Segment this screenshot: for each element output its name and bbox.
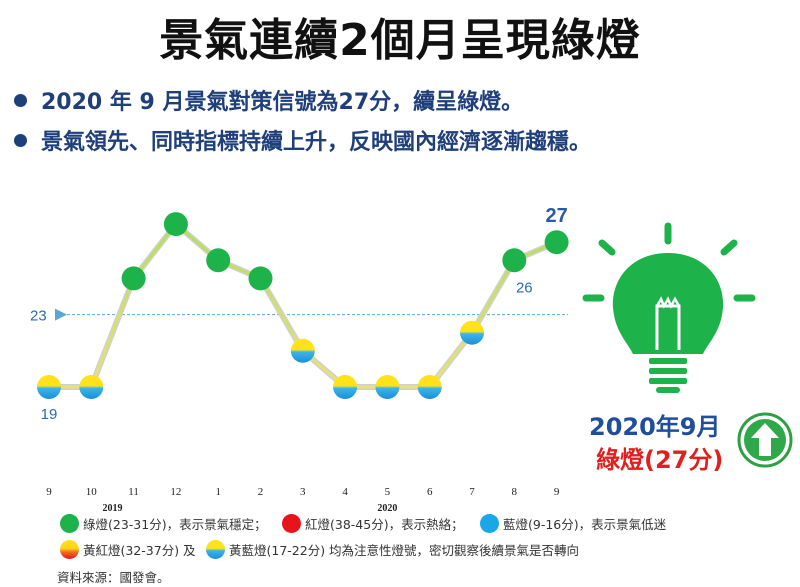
data-point	[37, 375, 61, 399]
legend-yellow-red: 黃紅燈(32-37分) 及	[60, 540, 196, 559]
source-note: 資料來源：國發會。	[57, 570, 170, 585]
bullet-dot	[14, 133, 27, 147]
x-tick-label: 1	[215, 486, 221, 498]
data-label: 26	[516, 279, 533, 296]
x-tick-label: 9	[46, 486, 52, 498]
legend-green: 綠燈(23-31分)，表示景氣穩定；	[60, 514, 267, 533]
threshold-label: 23	[30, 308, 47, 325]
data-label: 27	[545, 205, 567, 227]
data-point	[248, 266, 273, 291]
threshold-arrow-icon	[55, 308, 67, 321]
side-light-score: 綠燈(27分)	[596, 446, 724, 474]
x-tick-label: 6	[427, 486, 433, 498]
data-point	[375, 375, 400, 399]
year-label: 2019	[102, 503, 122, 514]
up-arrow-icon	[737, 412, 793, 468]
data-point	[121, 266, 146, 291]
bullet-dot	[14, 93, 27, 107]
data-point	[79, 375, 104, 399]
data-point	[417, 375, 442, 399]
data-point	[460, 320, 484, 345]
year-label: 2020	[377, 503, 397, 514]
x-tick-label: 7	[469, 486, 475, 498]
data-point	[163, 212, 188, 237]
lightbulb-icon	[582, 222, 756, 393]
side-date: 2020年9月	[589, 413, 721, 441]
legend-red: 紅燈(38-45分)，表示熱絡；	[282, 514, 464, 533]
data-point	[544, 230, 569, 255]
data-point	[502, 248, 527, 273]
x-tick-label: 10	[86, 486, 98, 498]
legend-text: 紅燈(38-45分)，表示熱絡；	[305, 517, 464, 532]
data-point	[333, 375, 358, 399]
data-point	[290, 338, 315, 363]
x-tick-label: 12	[170, 486, 181, 498]
x-tick-label: 4	[342, 486, 348, 498]
x-tick-label: 5	[385, 486, 391, 498]
legend-text: 綠燈(23-31分)，表示景氣穩定；	[83, 517, 267, 532]
x-tick-label: 8	[512, 486, 518, 498]
data-label: 19	[41, 406, 58, 423]
bullet-text: 2020 年 9 月景氣對策信號為27分，續呈綠燈。	[41, 90, 524, 115]
x-tick-label: 3	[300, 486, 306, 498]
legend-text: 藍燈(9-16分)，表示景氣低迷	[503, 517, 667, 532]
legend-text: 黃藍燈(17-22分) 均為注意性燈號，密切觀察後續景氣是否轉向	[229, 543, 580, 558]
bullet-indicators: 景氣領先、同時指標持續上升，反映國內經濟逐漸趨穩。	[14, 124, 591, 156]
bullet-signal: 2020 年 9 月景氣對策信號為27分，續呈綠燈。	[14, 84, 523, 116]
green-light-icon	[60, 514, 79, 533]
legend-yellow-blue: 黃藍燈(17-22分) 均為注意性燈號，密切觀察後續景氣是否轉向	[206, 540, 579, 559]
x-tick-label: 9	[554, 486, 560, 498]
legend-text: 黃紅燈(32-37分) 及	[83, 543, 196, 558]
red-light-icon	[282, 514, 301, 533]
x-tick-label: 2	[258, 486, 264, 498]
legend-blue: 藍燈(9-16分)，表示景氣低迷	[480, 514, 666, 533]
yellow-red-light-icon	[60, 540, 79, 559]
x-tick-label: 11	[128, 486, 139, 498]
blue-light-icon	[480, 514, 499, 533]
yellow-blue-light-icon	[206, 540, 225, 559]
page-title: 景氣連續2個月呈現綠燈	[159, 15, 641, 66]
data-point	[206, 248, 231, 273]
bullet-text: 景氣領先、同時指標持續上升，反映國內經濟逐漸趨穩。	[41, 130, 592, 155]
